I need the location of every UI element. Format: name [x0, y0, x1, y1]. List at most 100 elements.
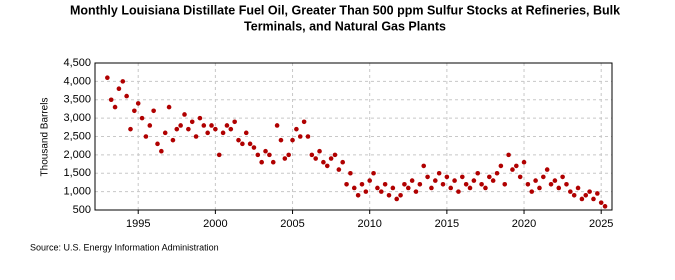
y-tick-label: 1,500 [63, 167, 91, 179]
data-point [460, 174, 465, 180]
data-point [321, 159, 326, 165]
data-point [328, 156, 334, 161]
data-point [598, 200, 604, 205]
data-point [243, 130, 249, 136]
x-tick-label: 1995 [126, 218, 150, 230]
data-point [274, 123, 280, 128]
data-point [355, 193, 361, 198]
data-point [378, 189, 384, 194]
data-point [375, 185, 380, 191]
data-point [228, 126, 234, 132]
y-tick-label: 2,500 [63, 130, 91, 142]
data-point [595, 191, 600, 196]
data-point [255, 152, 261, 158]
data-point [348, 170, 353, 176]
data-point [429, 185, 434, 191]
data-point [305, 134, 311, 139]
data-point [510, 167, 515, 172]
x-tick-label: 2015 [435, 218, 459, 230]
data-point [182, 112, 187, 117]
data-point [363, 189, 369, 194]
data-point [436, 170, 442, 176]
data-point [448, 185, 454, 191]
data-point [128, 126, 133, 132]
data-point [591, 196, 596, 202]
data-point [413, 189, 419, 194]
data-point [382, 181, 388, 187]
data-point [398, 193, 403, 198]
data-point [440, 181, 446, 187]
data-point [112, 104, 118, 110]
data-point [602, 204, 608, 209]
data-point [317, 148, 322, 154]
data-point [409, 178, 415, 183]
data-point [290, 137, 295, 143]
data-point [351, 185, 357, 191]
data-point [487, 174, 492, 180]
data-point [575, 185, 581, 191]
data-point [537, 185, 542, 191]
data-point [444, 174, 450, 180]
data-point [514, 163, 519, 169]
y-tick-label: 3,000 [63, 112, 91, 124]
y-tick-label: 1,000 [63, 186, 91, 198]
data-point [201, 123, 207, 128]
x-tick-label: 2010 [357, 218, 381, 230]
data-point [560, 174, 565, 180]
data-point [197, 115, 203, 121]
data-point [170, 137, 176, 143]
data-point [521, 159, 527, 165]
data-point [425, 174, 430, 180]
data-point [313, 156, 318, 161]
data-point [105, 75, 110, 80]
data-point [417, 181, 423, 187]
x-tick-label: 2000 [203, 218, 227, 230]
data-point [166, 104, 172, 110]
data-point [402, 181, 407, 187]
data-point [371, 170, 376, 176]
data-point [467, 185, 473, 191]
y-tick-label: 2,000 [63, 149, 91, 161]
data-point [498, 163, 504, 169]
data-point [548, 181, 554, 187]
data-point [571, 193, 577, 198]
data-point [220, 130, 226, 136]
chart-title: Terminals, and Natural Gas Plants [244, 19, 446, 33]
data-point [135, 101, 141, 106]
data-point [282, 156, 288, 161]
data-point [309, 152, 315, 158]
data-point [301, 119, 307, 125]
data-point [367, 178, 373, 183]
data-point [259, 159, 264, 165]
data-point [475, 170, 481, 176]
data-point [463, 181, 469, 187]
data-point [386, 193, 392, 198]
data-point [340, 159, 345, 165]
chart-title: Monthly Louisiana Distillate Fuel Oil, G… [70, 3, 620, 17]
data-point [155, 141, 160, 147]
data-point [579, 196, 585, 202]
x-tick-label: 2025 [589, 218, 613, 230]
data-point [502, 181, 508, 187]
data-point [232, 119, 237, 125]
data-point [525, 181, 531, 187]
data-point [390, 185, 396, 191]
data-point [251, 145, 257, 150]
plot-frame [94, 62, 613, 211]
data-point [359, 181, 365, 187]
data-point [270, 159, 276, 165]
data-point [132, 108, 137, 114]
data-point [247, 141, 253, 147]
data-point [116, 86, 122, 92]
data-point [452, 178, 457, 183]
data-point [213, 126, 218, 132]
data-point [294, 126, 299, 132]
data-point [147, 123, 153, 128]
data-point [541, 174, 546, 180]
y-tick-label: 3,500 [63, 94, 91, 106]
data-point [139, 115, 145, 121]
data-point [552, 178, 558, 183]
y-tick-label: 4,000 [63, 75, 91, 87]
data-point [344, 181, 349, 187]
